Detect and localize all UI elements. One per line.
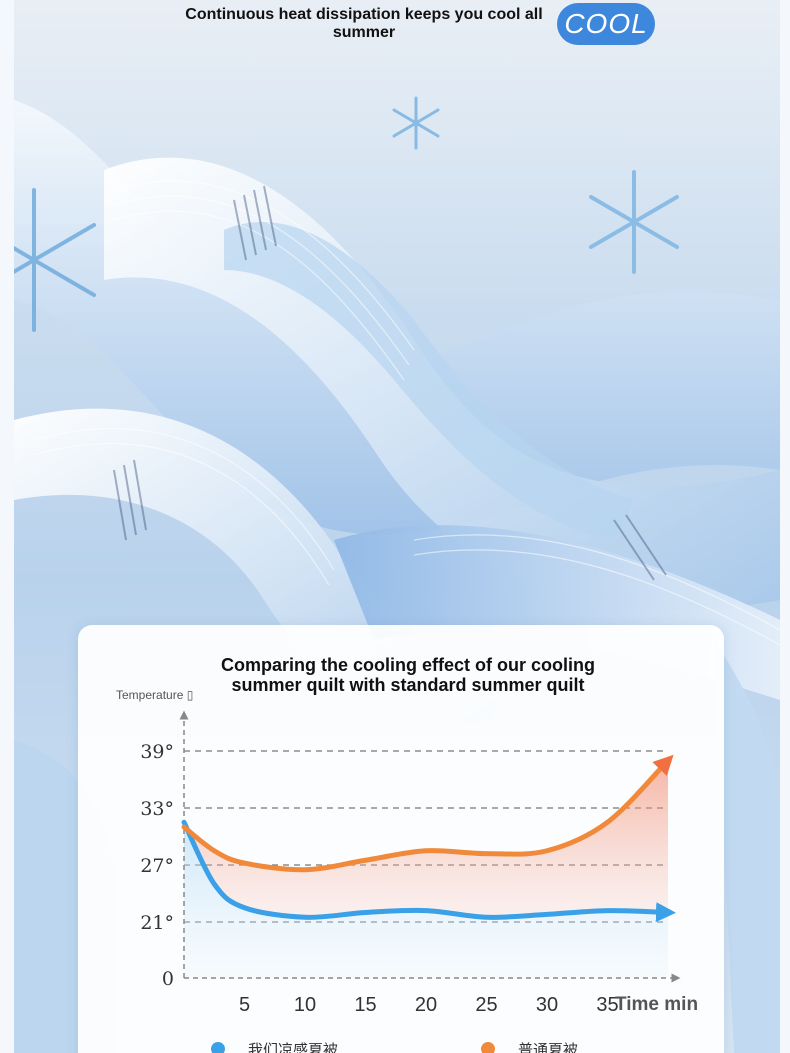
product-banner: Continuous heat dissipation keeps you co…: [14, 0, 780, 1053]
y-tick-label: 33°: [140, 798, 174, 820]
series-line-standard-quilt: [181, 754, 674, 873]
legend-marker: [211, 1042, 225, 1053]
legend-marker: [481, 1042, 495, 1053]
legend-label: 普通夏被: [518, 1041, 578, 1053]
y-tick-label: 39°: [140, 741, 174, 763]
chart-card: Comparing the cooling effect of our cool…: [78, 625, 724, 1053]
x-axis-label: Time min: [615, 994, 698, 1015]
x-tick-label: 5: [239, 994, 250, 1016]
y-tick-label: 27°: [140, 855, 174, 877]
x-tick-label: 10: [294, 994, 316, 1016]
x-tick-label: 25: [475, 994, 497, 1016]
series-line-cooling-quilt: [181, 819, 676, 923]
cool-badge: COOL: [557, 3, 655, 45]
headline: Continuous heat dissipation keeps you co…: [185, 6, 543, 41]
x-tick-label: 30: [536, 994, 558, 1016]
y-tick-label: 21°: [140, 912, 174, 934]
snowflake-icon: [392, 96, 440, 150]
x-tick-label: 20: [415, 994, 437, 1016]
snowflake-icon: [14, 188, 96, 332]
x-tick-label: 35: [596, 994, 618, 1016]
y-tick-label: 0: [162, 968, 174, 990]
legend: 我们凉感夏被 普通夏被: [211, 1041, 578, 1053]
x-tick-label: 15: [354, 994, 376, 1016]
snowflake-icon: [589, 170, 679, 274]
cooling-quilt-area: [184, 822, 668, 978]
line-chart: 0 21° 27° 33° 39° 5 10 15 20 25 30 35 Temperature …: [116, 688, 698, 1053]
y-axis-label: Temperature ▯: [116, 688, 193, 702]
temperature-gap-area: [184, 760, 668, 918]
chart-title: Comparing the cooling effect of our cool…: [221, 655, 595, 695]
legend-label: 我们凉感夏被: [248, 1041, 338, 1053]
